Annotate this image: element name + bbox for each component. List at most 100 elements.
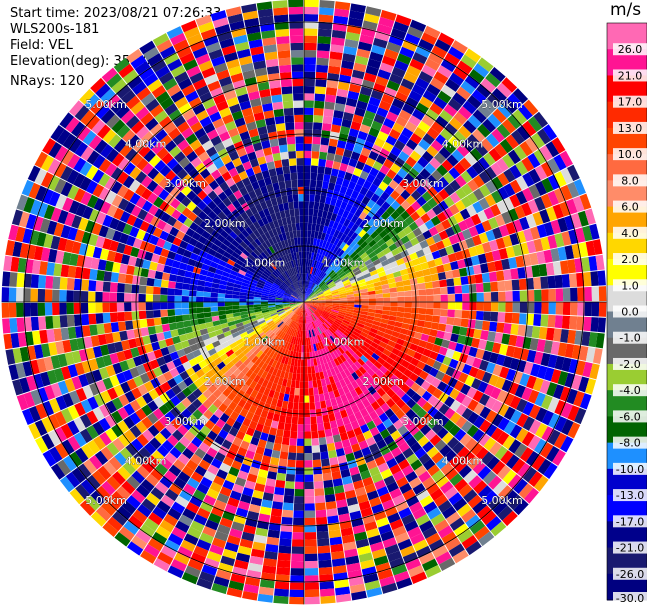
velocity-gate	[321, 285, 329, 291]
velocity-gate	[432, 315, 441, 323]
velocity-gate	[162, 223, 173, 234]
velocity-gate	[199, 91, 213, 104]
velocity-gate	[332, 298, 340, 301]
velocity-gate	[253, 383, 262, 392]
velocity-gate	[181, 289, 190, 296]
velocity-gate	[367, 395, 376, 405]
velocity-gate	[198, 21, 215, 34]
velocity-gate	[206, 326, 215, 334]
velocity-gate	[62, 251, 72, 265]
velocity-gate	[247, 266, 256, 274]
velocity-gate	[338, 309, 347, 314]
velocity-gate	[117, 273, 127, 284]
velocity-gate	[311, 283, 316, 290]
velocity-gate	[234, 476, 247, 487]
velocity-gate	[554, 274, 563, 289]
velocity-gate	[196, 539, 212, 551]
velocity-gate	[256, 315, 264, 321]
velocity-gate	[484, 194, 497, 207]
velocity-gate	[131, 470, 146, 484]
velocity-gate	[387, 256, 396, 264]
velocity-gate	[437, 176, 450, 189]
velocity-gate	[564, 343, 575, 359]
velocity-gate	[410, 382, 421, 393]
velocity-gate	[1, 287, 10, 302]
velocity-gate	[309, 266, 314, 275]
velocity-gate	[333, 366, 340, 375]
velocity-gate	[131, 293, 139, 302]
velocity-gate	[275, 384, 282, 393]
velocity-gate	[143, 212, 155, 224]
velocity-gate	[447, 309, 455, 318]
velocity-gate	[392, 494, 406, 506]
velocity-gate	[352, 253, 360, 262]
velocity-gate	[498, 247, 509, 260]
velocity-gate	[240, 211, 249, 221]
velocity-gate	[275, 369, 282, 378]
velocity-gate	[521, 202, 533, 217]
velocity-gate	[280, 407, 288, 416]
velocity-gate	[325, 501, 337, 510]
velocity-gate	[311, 303, 319, 305]
velocity-gate	[238, 328, 247, 335]
velocity-gate	[481, 371, 493, 384]
velocity-gate	[158, 404, 170, 416]
velocity-gate	[395, 500, 409, 513]
velocity-gate	[53, 367, 65, 383]
velocity-gate	[336, 223, 343, 232]
velocity-gate	[343, 368, 352, 377]
velocity-gate	[487, 261, 496, 273]
velocity-gate	[315, 309, 323, 315]
velocity-gate	[5, 240, 9, 255]
velocity-gate	[175, 520, 190, 533]
velocity-gate	[48, 446, 63, 463]
velocity-gate	[349, 583, 366, 594]
velocity-gate	[516, 176, 529, 191]
velocity-gate	[15, 362, 26, 379]
velocity-gate	[316, 307, 324, 312]
velocity-gate	[354, 256, 363, 264]
velocity-gate	[310, 305, 317, 310]
velocity-gate	[487, 495, 503, 511]
velocity-gate	[322, 385, 329, 394]
velocity-gate	[482, 470, 497, 485]
velocity-gate	[508, 257, 518, 269]
velocity-gate	[479, 419, 492, 433]
velocity-gate	[206, 447, 218, 458]
velocity-gate	[106, 73, 123, 88]
velocity-gate	[426, 208, 437, 220]
velocity-gate	[117, 311, 125, 322]
velocity-gate	[291, 293, 299, 299]
velocity-gate	[305, 323, 308, 331]
velocity-gate	[131, 311, 140, 321]
velocity-gate	[503, 406, 516, 421]
velocity-gate	[290, 336, 295, 344]
velocity-gate	[400, 189, 411, 200]
velocity-gate	[455, 302, 463, 310]
velocity-gate	[304, 388, 309, 396]
velocity-gate	[306, 280, 310, 289]
velocity-gate	[232, 290, 240, 296]
velocity-gate	[405, 138, 418, 151]
velocity-gate	[401, 393, 412, 404]
velocity-gate	[143, 46, 160, 61]
velocity-gate	[284, 488, 295, 497]
velocity-gate	[164, 470, 178, 483]
velocity-gate	[240, 344, 249, 352]
velocity-gate	[456, 144, 470, 157]
velocity-gate	[254, 327, 262, 334]
velocity-gate	[271, 351, 278, 360]
velocity-gate	[95, 83, 111, 99]
velocity-gate	[365, 318, 374, 325]
velocity-gate	[304, 409, 311, 418]
velocity-gate	[533, 314, 542, 327]
velocity-gate	[284, 308, 292, 313]
velocity-gate	[240, 463, 251, 474]
velocity-gate	[244, 480, 256, 490]
velocity-gate	[141, 416, 153, 429]
velocity-gate	[188, 290, 197, 297]
velocity-gate	[302, 330, 304, 338]
velocity-gate	[491, 128, 505, 143]
velocity-gate	[467, 114, 482, 129]
velocity-gate	[451, 242, 462, 253]
